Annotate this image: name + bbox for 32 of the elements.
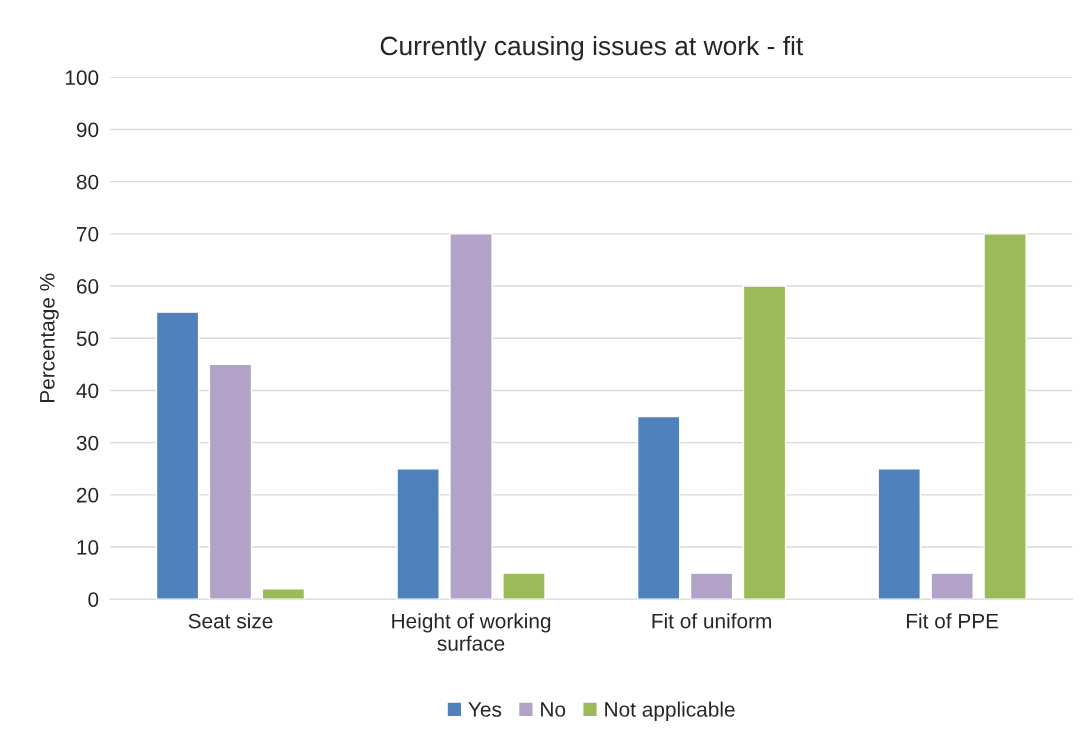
- chart-title: Currently causing issues at work - fit: [380, 35, 804, 61]
- bar: [636, 415, 681, 600]
- y-tick-label: 30: [76, 435, 99, 451]
- legend-label: No: [541, 702, 566, 717]
- bar: [208, 363, 253, 600]
- y-tick-label: 70: [76, 226, 99, 242]
- bar: [983, 233, 1027, 600]
- x-tick-label: Fit of PPE: [906, 613, 999, 629]
- legend-label: Not applicable: [605, 701, 735, 721]
- bar: [689, 572, 734, 600]
- x-tick-label: Height of working surface: [392, 613, 551, 651]
- y-tick-label: 100: [65, 70, 99, 86]
- y-tick-label: 10: [77, 540, 99, 555]
- y-tick-label: 90: [76, 122, 99, 138]
- y-tick-label: 0: [88, 592, 99, 607]
- y-tick-label: 60: [76, 279, 99, 294]
- x-tick-label: Seat size: [188, 613, 273, 629]
- bar: [449, 233, 493, 600]
- y-tick-label: 50: [76, 331, 99, 347]
- bar: [155, 311, 200, 600]
- bar: [502, 572, 546, 600]
- bar: [396, 468, 440, 600]
- bar: [877, 468, 921, 600]
- bar: [930, 572, 974, 600]
- bar: [742, 285, 787, 600]
- x-tick-label: Fit of uniform: [652, 613, 772, 629]
- y-tick-label: 80: [76, 174, 99, 190]
- bar: [261, 588, 306, 600]
- y-tick-label: 40: [76, 383, 99, 399]
- y-tick-label: 20: [76, 487, 99, 503]
- y-axis-title: Percentage %: [39, 273, 59, 402]
- legend-label: Yes: [468, 702, 502, 717]
